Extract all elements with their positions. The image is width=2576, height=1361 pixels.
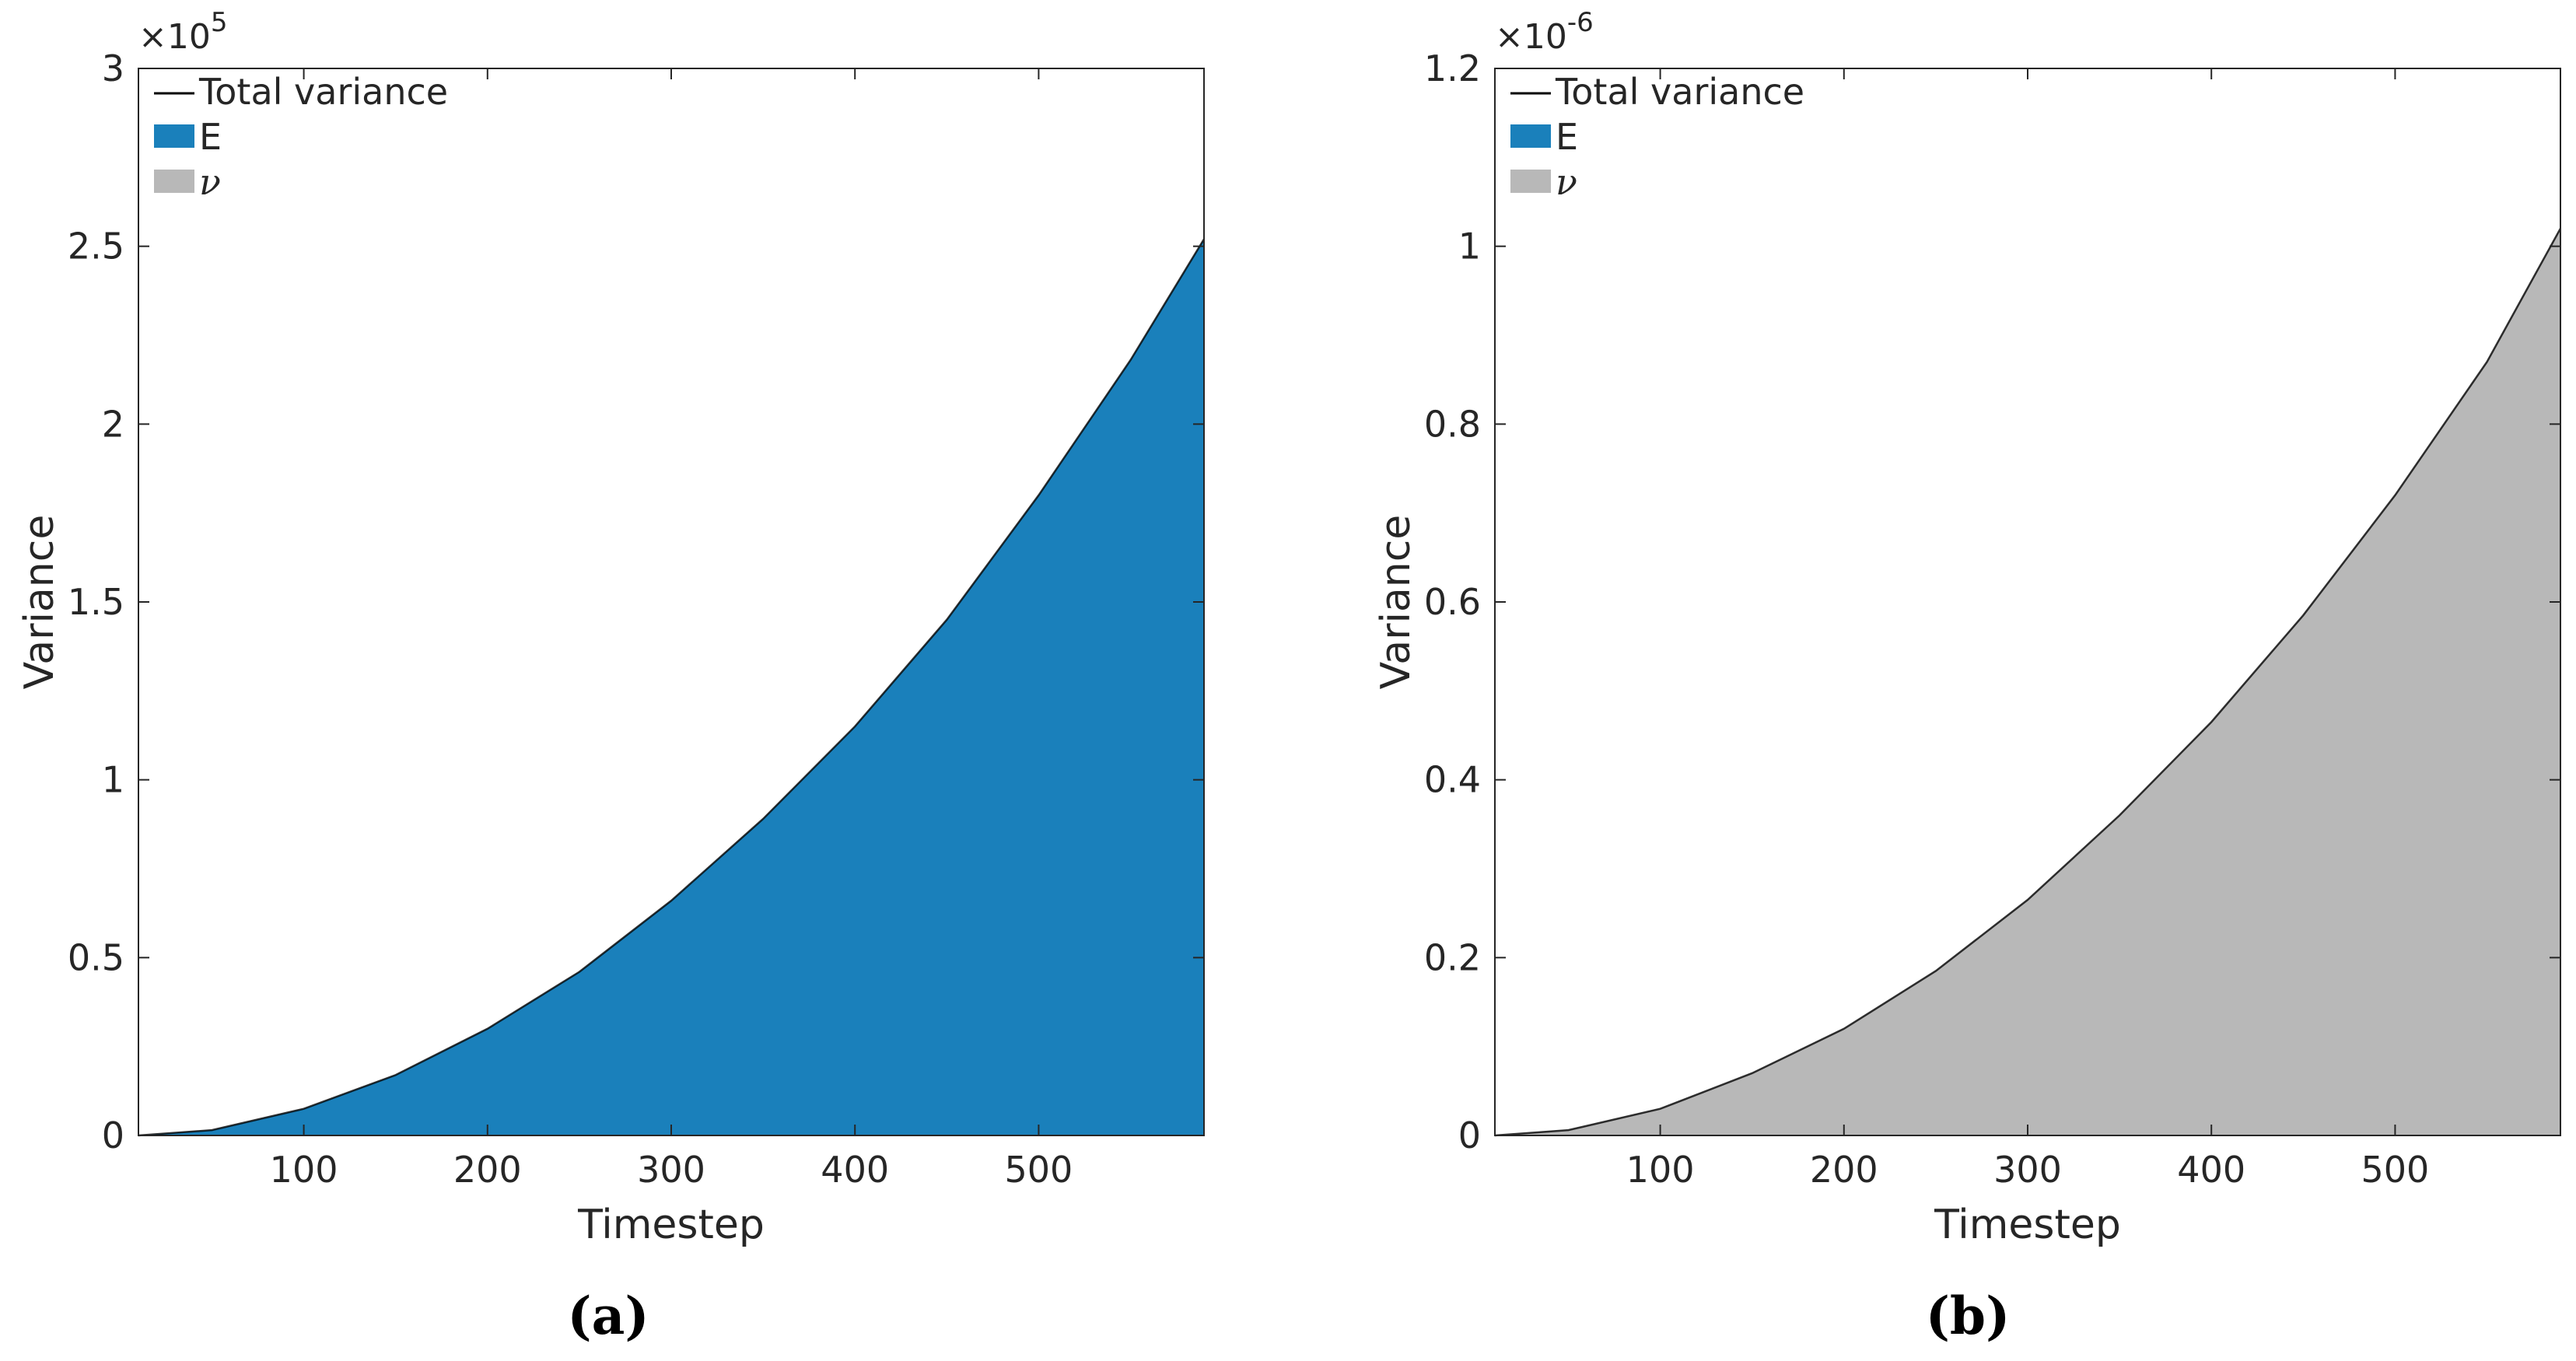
x-axis-label: Timestep — [1934, 1202, 2121, 1248]
x-tick-label: 200 — [453, 1149, 522, 1191]
legend-label: ν — [199, 161, 221, 203]
x-tick-label: 200 — [1810, 1149, 1878, 1191]
y-axis-label: Variance — [1373, 515, 1419, 690]
y-tick-label: 1.5 — [68, 581, 124, 623]
legend-label: E — [1556, 116, 1578, 158]
y-exponent-power: -6 — [1567, 7, 1594, 38]
y-tick-label: 0.8 — [1424, 403, 1481, 445]
y-exponent-base: ×10 — [138, 17, 211, 57]
y-tick-label: 2 — [102, 403, 124, 445]
x-axis-label: Timestep — [577, 1202, 765, 1248]
area-series-1 — [138, 239, 1204, 1135]
panel-label: (b) — [1926, 1286, 2011, 1346]
legend-patch-swatch — [1510, 124, 1551, 148]
x-tick-label: 400 — [2177, 1149, 2245, 1191]
x-tick-label: 300 — [637, 1149, 705, 1191]
y-tick-label: 0.4 — [1424, 759, 1481, 801]
legend-patch-swatch — [154, 170, 194, 193]
x-tick-label: 500 — [2361, 1149, 2430, 1191]
legend-label: Total variance — [198, 71, 448, 113]
y-tick-label: 1 — [102, 759, 124, 801]
legend-label: ν — [1556, 161, 1577, 203]
area-series-2 — [1495, 228, 2560, 1135]
total-variance-line — [138, 238, 1206, 1137]
y-tick-label: 0 — [1458, 1114, 1481, 1156]
x-tick-label: 400 — [821, 1149, 889, 1191]
y-exponent-base: ×10 — [1495, 17, 1567, 57]
y-tick-label: 2.5 — [68, 226, 124, 268]
y-tick-label: 3 — [102, 47, 124, 89]
x-tick-label: 300 — [1993, 1149, 2062, 1191]
chart-panel-a: 100 200 300 400 500 0 0.5 1 1.5 2 2.5 3 ×105 Timestep… — [16, 7, 1206, 1346]
x-tick-label: 100 — [270, 1149, 338, 1191]
y-tick-label: 0.6 — [1424, 581, 1481, 623]
y-exponent-label: ×105 — [138, 7, 228, 57]
y-axis-label: Variance — [16, 515, 63, 690]
y-exponent-label: ×10-6 — [1495, 7, 1594, 57]
x-tick-label: 100 — [1626, 1149, 1695, 1191]
y-tick-label: 1.2 — [1424, 47, 1481, 89]
y-tick-label: 0.2 — [1424, 936, 1481, 978]
y-tick-label: 0 — [102, 1114, 124, 1156]
legend-patch-swatch — [1510, 170, 1551, 193]
legend-label: Total variance — [1555, 71, 1804, 113]
legend-label: E — [199, 116, 222, 158]
chart-panel-b: 100 200 300 400 500 0 0.2 0.4 0.6 0.8 1 1.2 ×10-6 Tim… — [1373, 7, 2562, 1346]
legend-patch-swatch — [154, 124, 194, 148]
panel-label: (a) — [567, 1286, 649, 1346]
total-variance-line — [1494, 228, 2562, 1137]
x-tick-label: 500 — [1005, 1149, 1073, 1191]
y-tick-label: 0.5 — [68, 936, 124, 978]
y-tick-label: 1 — [1458, 226, 1481, 268]
y-exponent-power: 5 — [211, 7, 228, 38]
